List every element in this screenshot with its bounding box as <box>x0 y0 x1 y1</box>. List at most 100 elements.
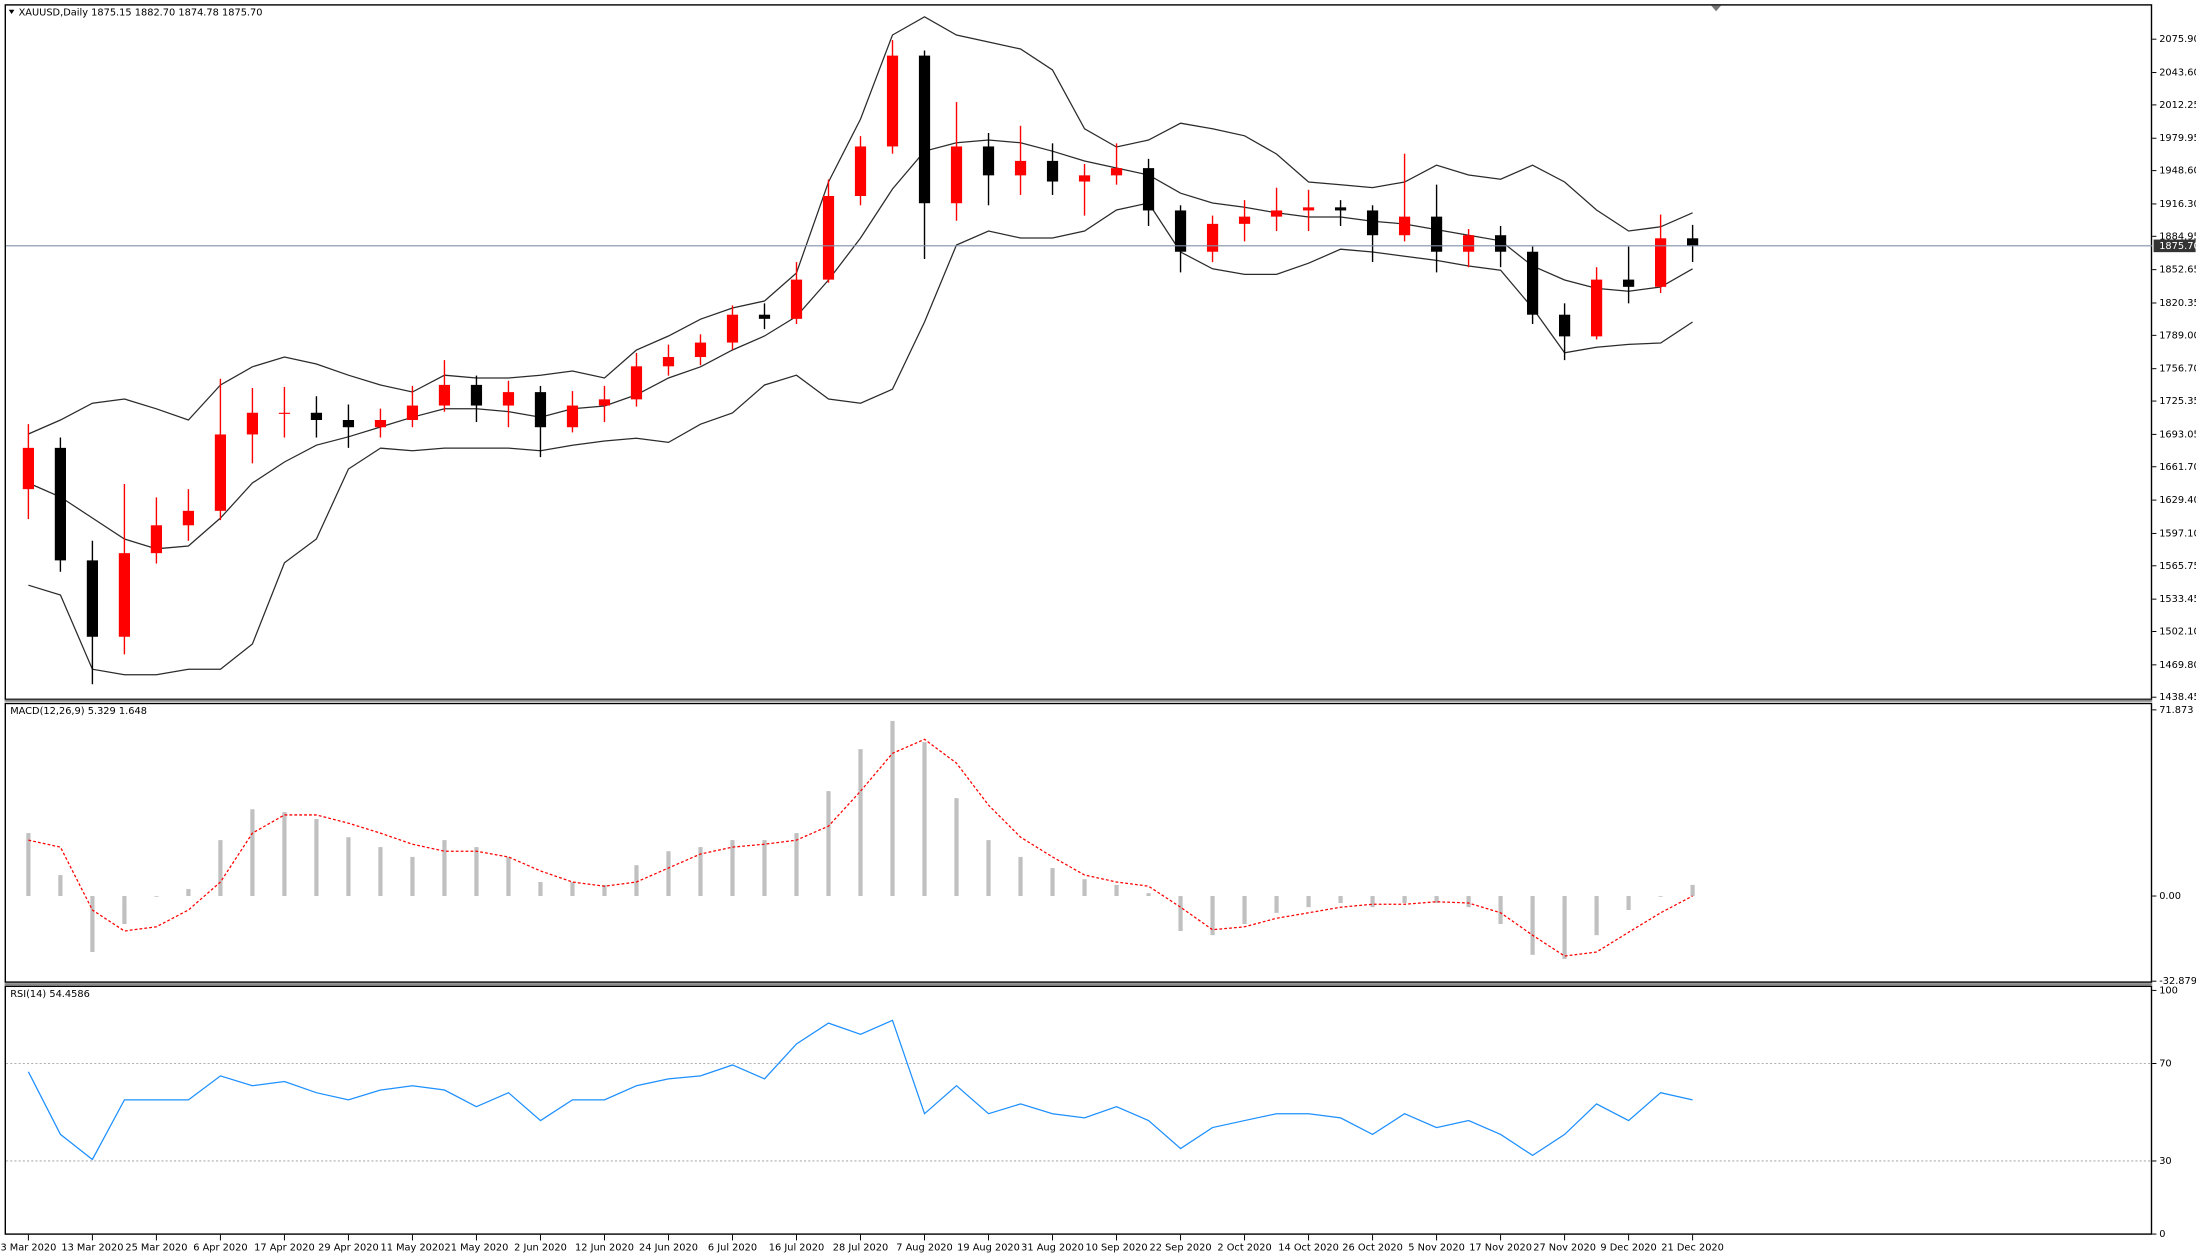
macd-bar <box>730 840 735 897</box>
x-tick-label: 3 Mar 2020 <box>0 1242 56 1253</box>
y-tick-label: 1916.30 <box>2159 199 2196 210</box>
macd-bar <box>1114 884 1119 897</box>
rsi-line <box>27 1019 1693 1161</box>
candle-body <box>790 279 803 319</box>
x-tick-label: 16 Jul 2020 <box>769 1242 824 1253</box>
macd-bar <box>474 847 479 897</box>
macd-bar <box>1082 879 1087 897</box>
y-tick-label: 1820.35 <box>2159 298 2196 309</box>
macd-bar <box>122 896 127 925</box>
macd-bar <box>922 742 927 897</box>
candle-body <box>214 434 227 511</box>
y-tick-label: 1948.60 <box>2159 166 2196 177</box>
macd-bar <box>154 896 159 897</box>
x-tick-label: 6 Apr 2020 <box>193 1242 247 1253</box>
macd-bar <box>506 856 511 897</box>
x-tick-label: 17 Nov 2020 <box>1469 1242 1532 1253</box>
candle-body <box>1014 160 1027 176</box>
macd-bar <box>1402 896 1407 904</box>
candle-body <box>374 419 387 428</box>
macd-bar <box>570 882 575 897</box>
candle-body <box>1110 168 1123 176</box>
x-tick-label: 28 Jul 2020 <box>833 1242 888 1253</box>
x-tick-label: 11 May 2020 <box>381 1242 445 1253</box>
candle-body <box>1206 223 1219 252</box>
macd-bar <box>218 840 223 897</box>
y-tick-label: 2043.60 <box>2159 68 2196 79</box>
y-tick-label: 1469.80 <box>2159 660 2196 671</box>
candle-body <box>150 525 163 554</box>
x-tick-label: 2 Jun 2020 <box>514 1242 567 1253</box>
candle-body <box>1687 238 1699 246</box>
y-tick-label: 1502.10 <box>2159 627 2196 638</box>
x-tick-label: 12 Jun 2020 <box>575 1242 634 1253</box>
candle-body <box>1398 216 1411 236</box>
macd-bar <box>1338 896 1343 904</box>
candle-body <box>630 366 643 400</box>
macd-bar <box>250 809 255 897</box>
candle-body <box>342 419 355 428</box>
macd-bar <box>1210 896 1215 936</box>
macd-signal <box>28 738 1693 957</box>
macd-bar <box>346 837 351 897</box>
candle-body <box>854 146 867 196</box>
candle-body <box>1334 207 1347 211</box>
macd-bar <box>1370 896 1375 908</box>
candle-body <box>1655 238 1667 287</box>
x-tick-label: 13 Mar 2020 <box>61 1242 123 1253</box>
x-tick-label: 26 Oct 2020 <box>1342 1242 1403 1253</box>
y-tick-label: 70 <box>2159 1059 2171 1070</box>
y-tick-label: 1789.00 <box>2159 330 2196 341</box>
macd-bar <box>1274 896 1279 913</box>
y-tick-label: 1597.10 <box>2159 528 2196 539</box>
y-tick-label: 1438.45 <box>2159 692 2196 703</box>
bollinger-lower <box>28 202 1693 676</box>
x-tick-label: 19 Aug 2020 <box>957 1242 1020 1253</box>
menu-arrow[interactable] <box>8 9 15 14</box>
macd-panel <box>4 702 2153 983</box>
candle-body <box>886 55 899 147</box>
candle-body <box>406 405 419 420</box>
macd-bar <box>1306 896 1311 908</box>
macd-bar <box>1658 896 1663 897</box>
x-tick-label: 21 May 2020 <box>445 1242 509 1253</box>
x-tick-label: 7 Aug 2020 <box>896 1242 953 1253</box>
macd-bar <box>282 812 287 897</box>
macd-bar <box>1050 868 1055 897</box>
candle-body <box>470 384 483 406</box>
bollinger-middle <box>28 139 1693 550</box>
x-tick-label: 9 Dec 2020 <box>1600 1242 1656 1253</box>
candle-body <box>534 392 547 428</box>
x-tick-label: 21 Dec 2020 <box>1661 1242 1724 1253</box>
macd-bar <box>1146 893 1151 897</box>
macd-bar <box>1562 896 1567 959</box>
candle-body <box>1270 210 1283 217</box>
x-tick-label: 5 Nov 2020 <box>1408 1242 1465 1253</box>
candle-body <box>1526 251 1539 315</box>
y-tick-label: 1979.95 <box>2159 133 2196 144</box>
macd-bar <box>1530 896 1535 955</box>
price-panel <box>4 4 2153 700</box>
macd-bar <box>186 889 191 897</box>
y-tick-label: 1661.70 <box>2159 462 2196 473</box>
macd-bar <box>602 884 607 897</box>
macd-bar <box>986 840 991 897</box>
shift-marker[interactable] <box>1711 5 1721 12</box>
candle-body <box>1078 175 1091 182</box>
candle-body <box>758 314 771 319</box>
x-tick-label: 29 Apr 2020 <box>318 1242 379 1253</box>
y-tick-label: 71.873 <box>2159 705 2193 716</box>
rsi-header: RSI(14) 54.4586 <box>10 989 90 1000</box>
y-tick-label: 1565.75 <box>2159 561 2196 572</box>
y-tick-label: -32.879 <box>2159 976 2196 987</box>
y-tick-label: 0.00 <box>2159 891 2181 902</box>
macd-bar <box>794 833 799 897</box>
macd-bar <box>666 851 671 897</box>
candle-body <box>1430 216 1443 252</box>
macd-bar <box>314 819 319 897</box>
candle-body <box>598 399 611 406</box>
y-tick-label: 1693.05 <box>2159 429 2196 440</box>
candle-body <box>246 412 259 435</box>
x-tick-label: 10 Sep 2020 <box>1085 1242 1147 1253</box>
